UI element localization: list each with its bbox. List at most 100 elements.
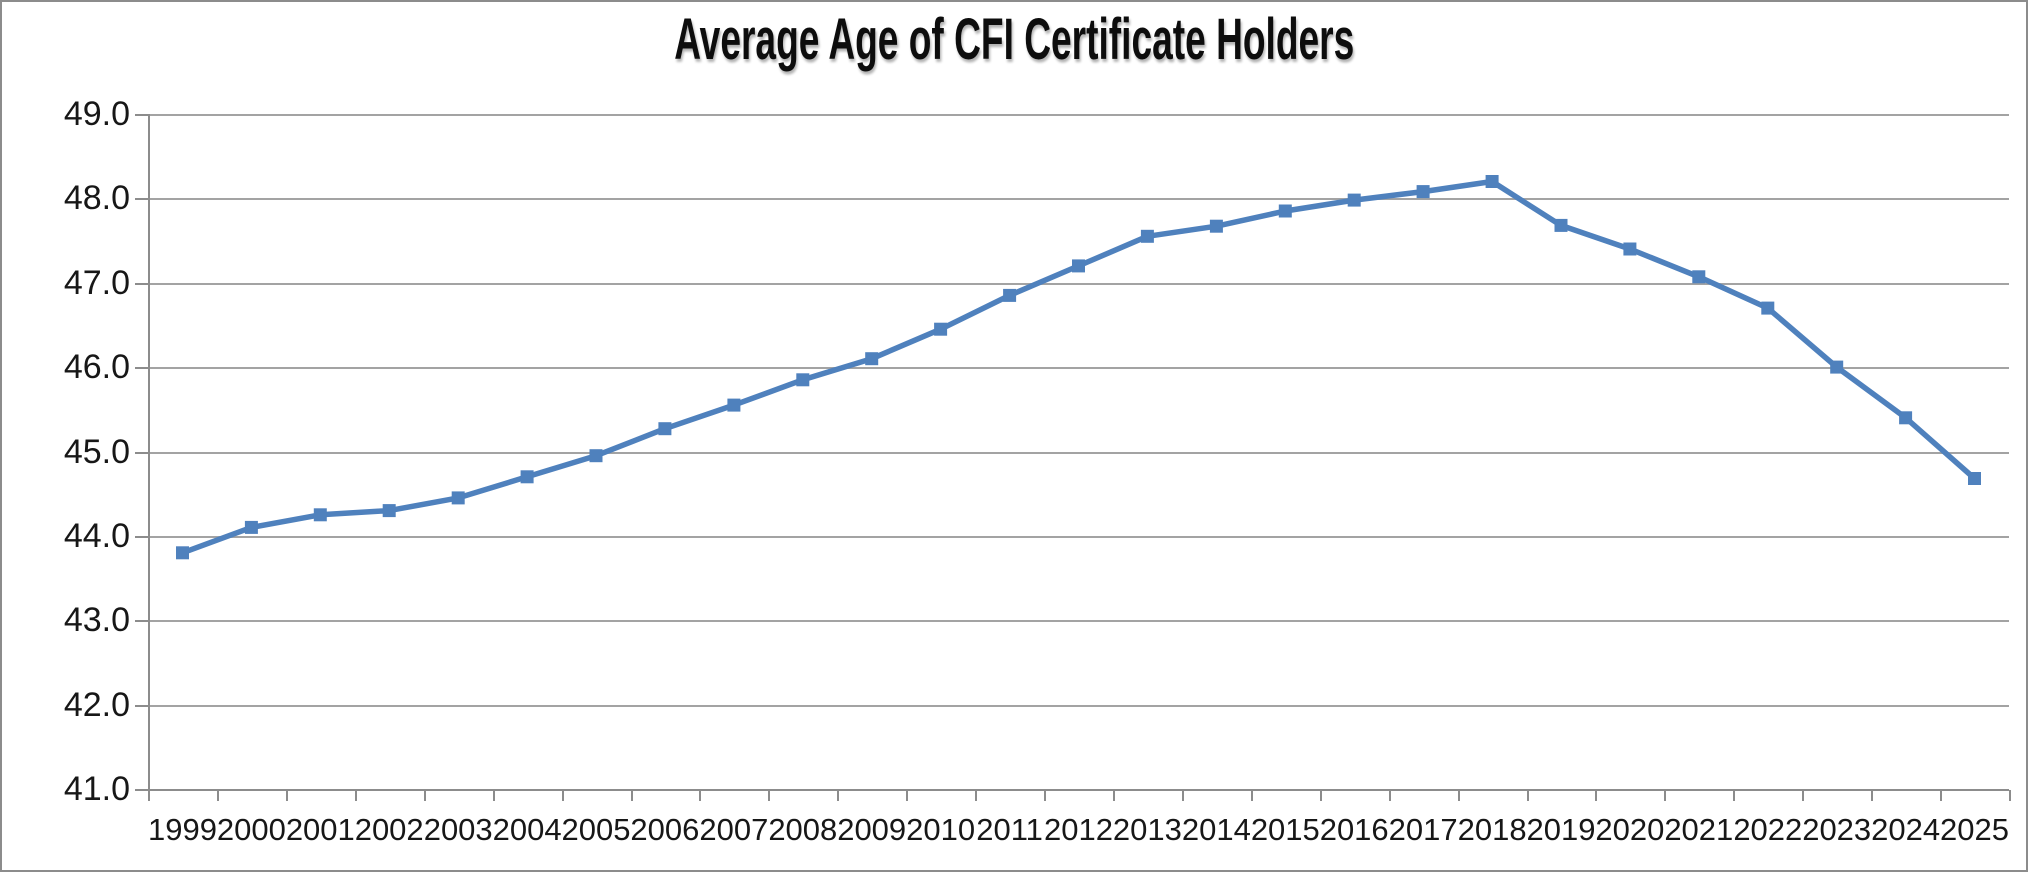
x-axis-tick: [2009, 790, 2011, 801]
data-point-marker: [1554, 218, 1568, 232]
x-axis-tick: [1250, 790, 1253, 801]
data-point-marker: [1623, 242, 1637, 256]
plot-area: [148, 114, 2009, 789]
data-point-marker: [1209, 219, 1223, 233]
x-axis-tick-label: 2019: [1526, 812, 1596, 847]
x-axis-tick: [1664, 790, 1667, 801]
x-axis-tick-label: 2000: [216, 812, 286, 847]
x-axis-tick-label: 2021: [1664, 812, 1734, 847]
gridline: [148, 704, 2009, 707]
data-point-marker: [1692, 270, 1706, 284]
y-axis-tick-label: 42.0: [63, 685, 130, 724]
data-point-marker: [1899, 411, 1913, 425]
data-point-marker: [1347, 193, 1361, 207]
x-axis-line: [148, 789, 2009, 791]
x-axis-tick-label: 2007: [699, 812, 769, 847]
x-axis-tick-label: 2022: [1733, 812, 1803, 847]
gridline: [148, 620, 2009, 623]
y-axis-tick-label: 43.0: [63, 601, 130, 640]
data-point-marker: [1416, 185, 1430, 199]
x-axis-tick-label: 2023: [1802, 812, 1872, 847]
gridline: [148, 367, 2009, 370]
x-axis-tick: [423, 790, 426, 801]
x-axis-tick: [1044, 790, 1046, 801]
x-axis-tick: [354, 790, 357, 801]
x-axis-tick-label: 2014: [1181, 812, 1251, 847]
y-axis-tick-label: 41.0: [63, 770, 130, 808]
x-axis-tick: [1181, 790, 1184, 801]
x-axis-tick-label: 2006: [630, 812, 700, 847]
data-point-marker: [658, 422, 672, 436]
y-axis-tick: [135, 367, 148, 370]
data-point-marker: [244, 520, 258, 534]
y-axis-tick: [135, 704, 148, 707]
gridline: [148, 198, 2009, 201]
x-axis-tick: [906, 790, 909, 801]
x-axis-tick: [148, 790, 150, 801]
x-axis-tick: [1457, 790, 1460, 801]
x-axis-tick: [837, 790, 840, 801]
x-axis-tick: [1733, 790, 1736, 801]
data-point-marker: [313, 508, 327, 522]
y-axis-tick: [135, 620, 148, 623]
x-axis-tick-label: 2015: [1250, 812, 1320, 847]
data-point-marker: [727, 398, 741, 412]
y-axis-tick: [135, 535, 148, 538]
x-axis-tick: [1595, 790, 1598, 801]
x-axis-tick: [1388, 790, 1391, 801]
x-axis-tick-label: 2017: [1388, 812, 1458, 847]
y-axis-tick: [135, 451, 148, 454]
data-point-marker: [589, 449, 603, 463]
x-axis-tick: [630, 790, 633, 801]
gridline: [148, 451, 2009, 454]
x-axis-tick-label: 2009: [837, 812, 907, 847]
x-axis-tick: [1526, 790, 1529, 801]
data-point-marker: [1968, 472, 1981, 485]
x-axis-tick-label: 2011: [976, 812, 1043, 847]
x-axis-tick: [1940, 790, 1943, 801]
series-line: [179, 178, 1978, 556]
gridline: [148, 282, 2009, 285]
data-point-marker: [1761, 301, 1775, 315]
x-axis-tick-label: 2018: [1457, 812, 1527, 847]
x-axis-tick-label: 2025: [1940, 812, 2009, 847]
x-axis-tick-label: 2004: [492, 812, 562, 847]
x-axis-tick-label: 2002: [354, 812, 424, 847]
x-axis-tick: [975, 790, 978, 801]
y-axis-tick-label: 49.0: [63, 95, 130, 133]
y-axis-tick-label: 47.0: [63, 263, 130, 302]
data-point-marker: [176, 546, 189, 560]
x-axis-tick-label: 2003: [423, 812, 493, 847]
x-axis-tick-label: 2016: [1319, 812, 1389, 847]
x-axis-tick: [1802, 790, 1805, 801]
y-axis-tick: [135, 282, 148, 285]
x-axis-tick-label: 2024: [1871, 812, 1941, 847]
data-point-marker: [1278, 204, 1292, 218]
x-axis-tick: [561, 790, 564, 801]
data-point-marker: [1003, 288, 1017, 302]
data-point-marker: [520, 470, 534, 484]
y-axis-line: [148, 114, 150, 800]
chart-title-text: Average Age of CFI Certificate Holders: [673, 7, 1355, 72]
y-axis-tick-label: 48.0: [63, 179, 130, 218]
x-axis-tick: [216, 790, 219, 801]
data-point-marker: [382, 504, 396, 518]
y-axis-tick: [135, 198, 148, 201]
data-point-marker: [865, 352, 879, 366]
gridline: [148, 114, 2009, 116]
data-point-marker: [796, 373, 810, 387]
gridline: [148, 535, 2009, 538]
data-point-marker: [1485, 175, 1499, 188]
line-series: [176, 175, 1981, 560]
y-axis-tick: [135, 114, 148, 116]
data-point-marker: [1072, 259, 1085, 273]
data-point-marker: [1140, 229, 1154, 243]
x-axis-tick: [699, 790, 702, 801]
y-axis-tick-label: 46.0: [63, 348, 130, 387]
y-axis-tick: [135, 789, 148, 791]
x-axis-tick: [1871, 790, 1874, 801]
x-axis-tick: [768, 790, 771, 801]
x-axis-tick-label: 2010: [906, 812, 976, 847]
x-axis-tick: [1319, 790, 1322, 801]
